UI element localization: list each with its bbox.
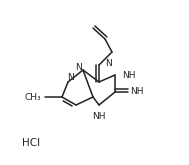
Text: CH₃: CH₃	[24, 93, 41, 101]
Text: N: N	[76, 63, 82, 71]
Text: NH: NH	[122, 70, 136, 80]
Text: NH: NH	[130, 87, 143, 97]
Text: NH: NH	[92, 112, 106, 121]
Text: N: N	[67, 72, 73, 82]
Text: N: N	[105, 59, 112, 67]
Text: HCl: HCl	[22, 138, 40, 148]
